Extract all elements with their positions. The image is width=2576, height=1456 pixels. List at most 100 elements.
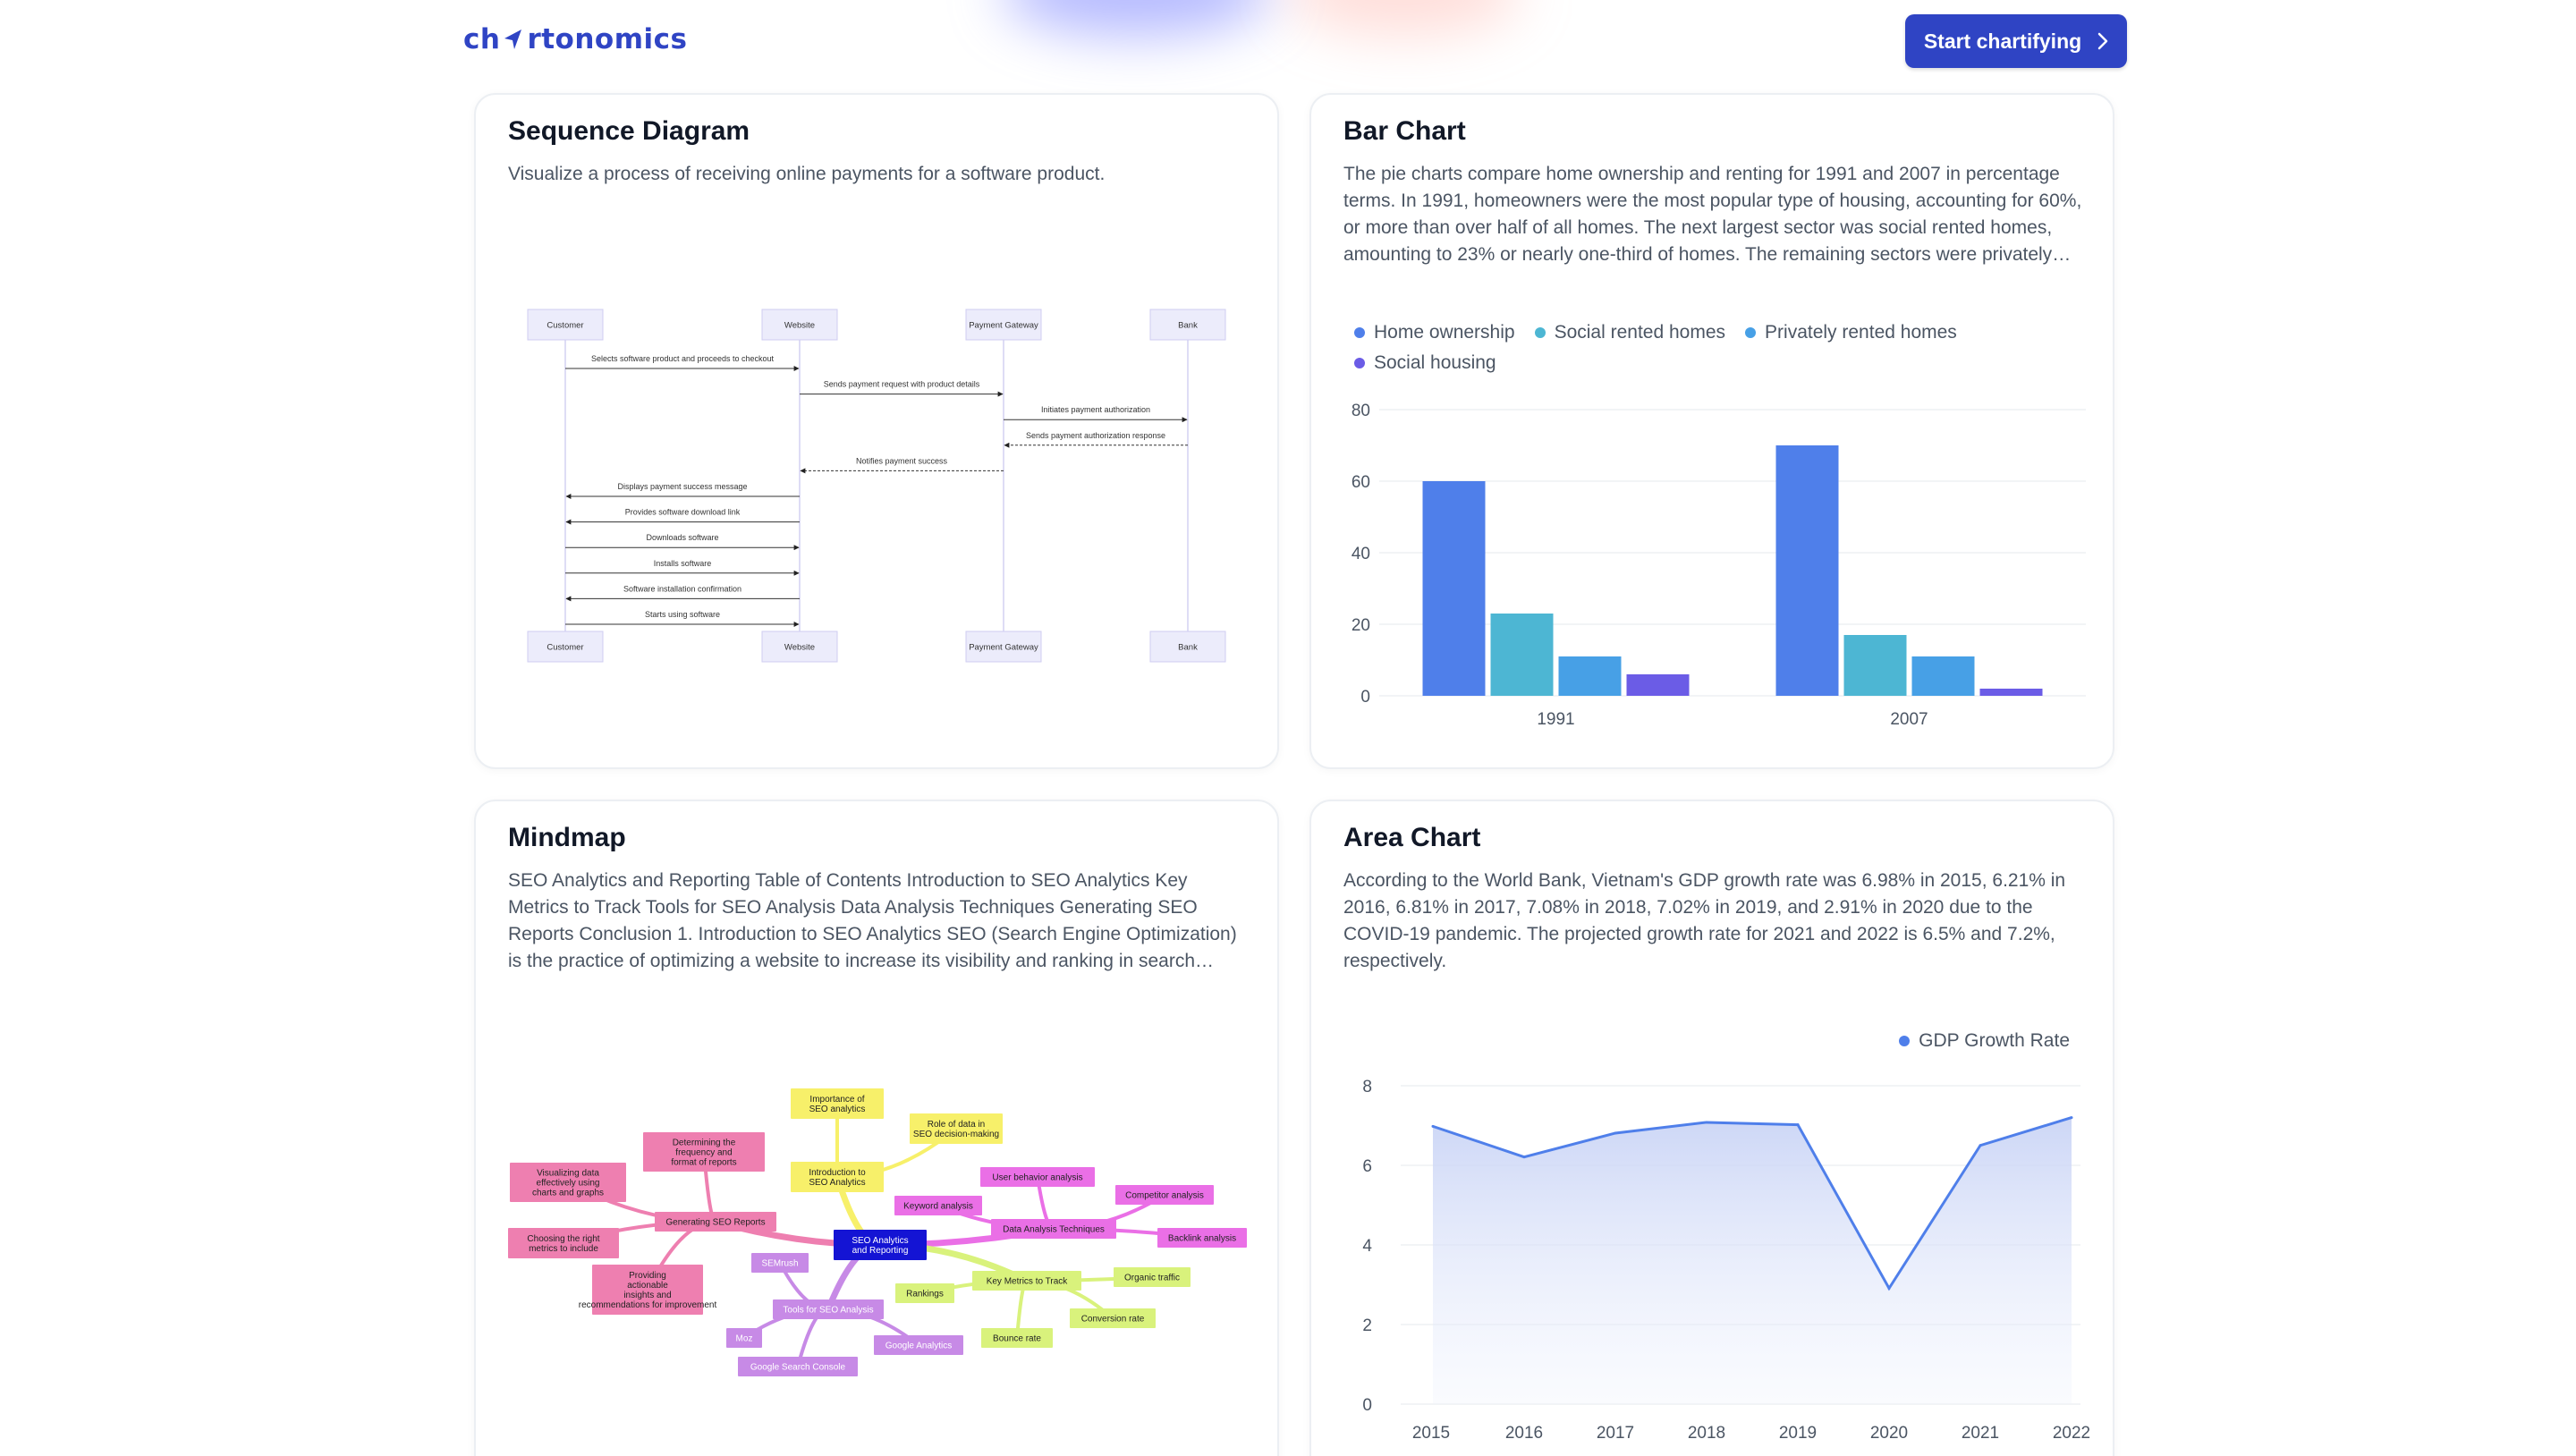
legend-item[interactable]: Social housing xyxy=(1354,352,1496,374)
y-tick-label: 20 xyxy=(1352,616,1370,635)
bar-chart: 0 20 40 60 80 1991 2007 xyxy=(1352,402,2086,729)
mindmap-node-box xyxy=(981,1328,1053,1348)
mindmap-node-label: Determining the xyxy=(673,1139,736,1148)
actor-box xyxy=(527,309,604,341)
mindmap-node-label: Keyword analysis xyxy=(903,1202,973,1212)
mindmap-node: Organic traffic xyxy=(1114,1267,1191,1287)
mindmap-node-label: Bounce rate xyxy=(993,1334,1041,1344)
mindmap-node-box xyxy=(910,1113,1003,1144)
card-title: Mindmap xyxy=(508,823,626,852)
mindmap-node-box xyxy=(751,1253,809,1273)
mindmap-node-label: Key Metrics to Track xyxy=(987,1277,1069,1287)
bar xyxy=(1775,445,1839,696)
x-tick-label: 2015 xyxy=(1412,1424,1450,1443)
mindmap-node-box xyxy=(895,1283,954,1303)
mindmap-node-label: and Reporting xyxy=(852,1246,909,1256)
mindmap-node-label: charts and graphs xyxy=(532,1189,604,1198)
mindmap-node-box xyxy=(991,1219,1116,1239)
actor-box xyxy=(1149,309,1226,341)
y-tick-label: 40 xyxy=(1352,545,1370,563)
x-tick-label: 2018 xyxy=(1688,1424,1725,1443)
mindmap-node: Keyword analysis xyxy=(894,1196,982,1215)
mindmap-node-label: Conversion rate xyxy=(1081,1315,1145,1325)
area-chart-legend: GDP Growth Rate xyxy=(1899,1030,2070,1052)
mindmap-node-label: insights and xyxy=(623,1291,671,1300)
actor-box xyxy=(965,309,1042,341)
actor-label-top: Customer xyxy=(547,321,583,331)
series-line xyxy=(1432,1116,2072,1291)
bar-chart-card[interactable]: Bar Chart The pie charts compare home ow… xyxy=(1309,93,2114,769)
mindmap-node: Backlink analysis xyxy=(1157,1228,1247,1248)
card-title: Bar Chart xyxy=(1343,116,1466,146)
mindmap-node: Google Analytics xyxy=(874,1335,963,1355)
mindmap-node-box xyxy=(791,1088,884,1119)
message-label: Sends payment request with product detai… xyxy=(824,380,980,389)
card-description: SEO Analytics and Reporting Table of Con… xyxy=(508,870,1237,971)
actor-label-top: Bank xyxy=(1178,321,1198,331)
logo-text-end: rtonomics xyxy=(527,23,688,55)
card-title: Area Chart xyxy=(1343,823,1481,852)
area-chart-card[interactable]: Area Chart According to the World Bank, … xyxy=(1309,800,2114,1456)
mindmap-node-label: actionable xyxy=(627,1281,668,1291)
mindmap-card[interactable]: Mindmap SEO Analytics and Reporting Tabl… xyxy=(474,800,1279,1456)
sequence-diagram-card[interactable]: Sequence Diagram Visualize a process of … xyxy=(474,93,1279,769)
mindmap-node-label: Google Search Console xyxy=(750,1363,846,1373)
data-point xyxy=(1796,1123,1800,1127)
legend-label: Social rented homes xyxy=(1554,322,1726,343)
message-label: Installs software xyxy=(654,559,712,568)
legend-item[interactable]: GDP Growth Rate xyxy=(1899,1030,2070,1052)
mindmap-node-box xyxy=(834,1230,927,1260)
mindmap-node-box xyxy=(643,1132,765,1172)
mindmap-node-label: SEO decision-making xyxy=(913,1130,999,1139)
mindmap-node-box xyxy=(874,1335,963,1355)
mindmap-node: Data Analysis Techniques xyxy=(991,1219,1116,1239)
legend-item[interactable]: Home ownership xyxy=(1354,322,1515,343)
logo[interactable]: ch rtonomics xyxy=(463,23,687,55)
mindmap-node: Google Search Console xyxy=(738,1357,858,1376)
bar xyxy=(1422,481,1486,696)
message-label: Sends payment authorization response xyxy=(1026,431,1165,440)
legend-dot xyxy=(1534,327,1546,338)
mindmap-node-box xyxy=(1115,1185,1214,1205)
actor-label-bottom: Customer xyxy=(547,643,583,653)
actor-box xyxy=(761,309,838,341)
message-label: Selects software product and proceeds to… xyxy=(591,354,775,363)
data-point xyxy=(1431,1124,1435,1128)
mindmap-node-label: Data Analysis Techniques xyxy=(1003,1225,1105,1235)
mindmap-node-box xyxy=(773,1299,884,1319)
mindmap-node-box xyxy=(972,1271,1081,1291)
x-tick-label: 2022 xyxy=(2053,1424,2090,1443)
start-chartifying-button[interactable]: Start chartifying xyxy=(1905,14,2127,68)
mindmap-node-box xyxy=(1070,1308,1156,1328)
message-label: Initiates payment authorization xyxy=(1041,405,1150,414)
legend-dot xyxy=(1354,327,1365,338)
mindmap-node-label: Organic traffic xyxy=(1124,1274,1180,1283)
x-tick-label: 2017 xyxy=(1597,1424,1634,1443)
cta-label: Start chartifying xyxy=(1923,29,2082,53)
card-description: Visualize a process of receiving online … xyxy=(508,164,1106,184)
mindmap-node-label: metrics to include xyxy=(529,1244,598,1254)
message-label: Displays payment success message xyxy=(617,482,747,491)
message-label: Downloads software xyxy=(646,533,718,542)
mindmap-node-label: effectively using xyxy=(537,1179,600,1189)
mindmap-node-label: SEO Analytics xyxy=(852,1236,908,1246)
mindmap-node-label: SEMrush xyxy=(761,1259,798,1269)
mindmap-node-label: format of reports xyxy=(671,1158,736,1168)
mindmap-node-box xyxy=(1157,1228,1247,1248)
mindmap-node-label: SEO Analytics xyxy=(809,1178,865,1188)
actor-label-bottom: Bank xyxy=(1178,643,1198,653)
legend-item[interactable]: Social rented homes xyxy=(1534,322,1726,343)
legend-label: Privately rented homes xyxy=(1765,322,1957,343)
legend-item[interactable]: Privately rented homes xyxy=(1745,322,1957,343)
mindmap-node: Tools for SEO Analysis xyxy=(773,1299,884,1319)
message-label: Provides software download link xyxy=(625,508,741,517)
y-tick-label: 8 xyxy=(1362,1078,1372,1096)
x-tick-label: 2019 xyxy=(1779,1424,1817,1443)
data-point xyxy=(1979,1144,1982,1147)
mindmap-node-label: Competitor analysis xyxy=(1125,1191,1204,1201)
card-description: According to the World Bank, Vietnam's G… xyxy=(1343,870,2066,971)
mindmap-node-label: Visualizing data xyxy=(537,1169,599,1179)
